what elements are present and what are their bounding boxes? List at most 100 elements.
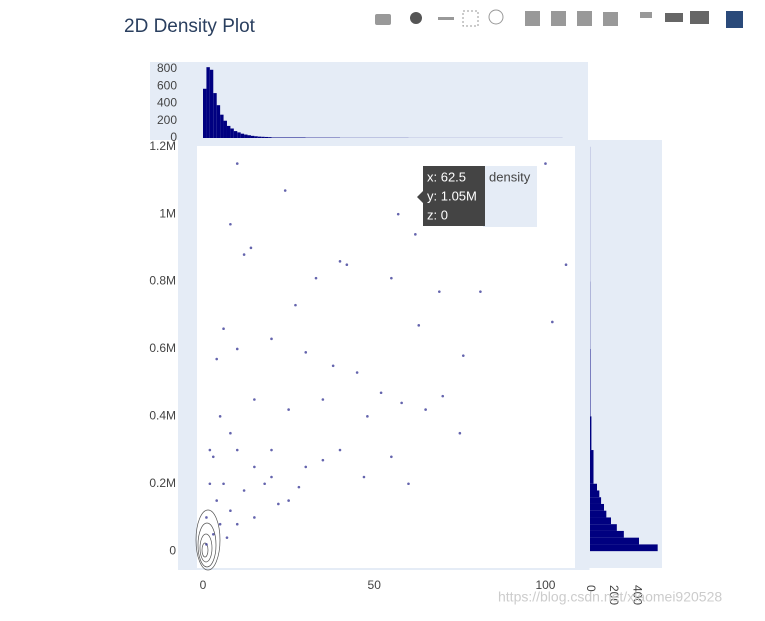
point — [229, 432, 232, 435]
hist-bar — [265, 137, 268, 138]
hist-bar — [230, 129, 233, 139]
point — [212, 455, 215, 458]
point — [219, 415, 222, 418]
point — [298, 486, 301, 489]
point — [356, 371, 359, 374]
hist-bar — [590, 504, 604, 511]
hist-bar — [237, 132, 240, 138]
hover-closest-icon[interactable] — [665, 13, 683, 22]
point — [380, 391, 383, 394]
hist-bar — [244, 135, 247, 138]
zoom-icon[interactable] — [410, 12, 422, 24]
autoscale-icon[interactable] — [577, 11, 592, 26]
point — [459, 432, 462, 435]
modebar[interactable] — [375, 10, 743, 28]
point — [363, 476, 366, 479]
zoom-out-icon[interactable] — [551, 11, 566, 26]
spike-icon[interactable] — [640, 12, 652, 18]
hist-bar — [261, 137, 264, 138]
point — [441, 395, 444, 398]
point — [222, 482, 225, 485]
point — [270, 476, 273, 479]
point — [215, 358, 218, 361]
point — [277, 503, 280, 506]
watermark: https://blog.csdn.net/xiaomei920528 — [498, 589, 722, 605]
chart-title: 2D Density Plot — [124, 16, 256, 37]
point — [417, 324, 420, 327]
point — [226, 536, 229, 539]
point — [397, 213, 400, 216]
pan-icon[interactable] — [438, 17, 454, 20]
point — [219, 523, 222, 526]
hover-trace-name: density — [489, 169, 531, 184]
hist-bar — [271, 137, 305, 138]
hist-bar — [251, 136, 254, 138]
point — [243, 253, 246, 256]
point — [212, 533, 215, 536]
camera-icon[interactable] — [375, 14, 391, 25]
hist-bar — [210, 70, 213, 138]
y-tick-label: 1M — [159, 206, 176, 220]
y-tick-label: 0.6M — [149, 341, 176, 355]
point — [390, 455, 393, 458]
point — [565, 263, 568, 266]
point — [366, 415, 369, 418]
hist-bar — [590, 538, 639, 545]
select-icon[interactable] — [463, 11, 478, 26]
y-tick-label: 600 — [157, 78, 177, 92]
hist-bar — [220, 115, 223, 138]
point — [222, 327, 225, 330]
hist-bar — [248, 135, 251, 138]
reset-icon[interactable] — [603, 12, 618, 26]
point — [462, 354, 465, 357]
zoom-in-icon[interactable] — [525, 11, 540, 26]
hist-bar — [227, 126, 230, 138]
point — [205, 543, 208, 546]
lasso-icon[interactable] — [489, 10, 503, 24]
point — [253, 466, 256, 469]
y-tick-label: 200 — [157, 113, 177, 127]
point — [304, 466, 307, 469]
hist-bar — [590, 490, 599, 497]
hist-bar — [590, 511, 606, 518]
point — [479, 290, 482, 293]
hover-compare-icon[interactable] — [690, 11, 709, 24]
point — [229, 223, 232, 226]
point — [263, 482, 266, 485]
y-tick-label: 0.4M — [149, 409, 176, 423]
hist-bar — [206, 67, 209, 138]
point — [315, 277, 318, 280]
point — [287, 408, 290, 411]
plotly-logo[interactable] — [726, 11, 743, 28]
point — [284, 189, 287, 192]
point — [390, 277, 393, 280]
hist-bar — [254, 136, 257, 138]
point — [400, 402, 403, 405]
point — [407, 482, 410, 485]
point — [250, 247, 253, 250]
y-tick-label: 0 — [169, 543, 176, 557]
point — [332, 364, 335, 367]
hist-bar — [590, 416, 591, 450]
point — [544, 162, 547, 165]
hist-bar — [590, 517, 611, 524]
point — [270, 338, 273, 341]
point — [438, 290, 441, 293]
hist-bar — [203, 89, 206, 138]
point — [253, 516, 256, 519]
hover-label: x: 62.5 y: 1.05M z: 0 density — [417, 166, 537, 227]
hist-bar — [590, 484, 597, 491]
y-tick-label: 400 — [157, 96, 177, 110]
x-tick-label: 50 — [368, 578, 382, 592]
point — [253, 398, 256, 401]
hist-bar — [241, 134, 244, 138]
hist-bar — [590, 450, 594, 484]
point — [236, 162, 239, 165]
hist-bar — [217, 105, 220, 138]
hist-bar — [268, 137, 271, 138]
point — [270, 449, 273, 452]
y-tick-label: 0.2M — [149, 476, 176, 490]
point — [209, 449, 212, 452]
hist-bar — [590, 524, 617, 531]
point — [215, 499, 218, 502]
